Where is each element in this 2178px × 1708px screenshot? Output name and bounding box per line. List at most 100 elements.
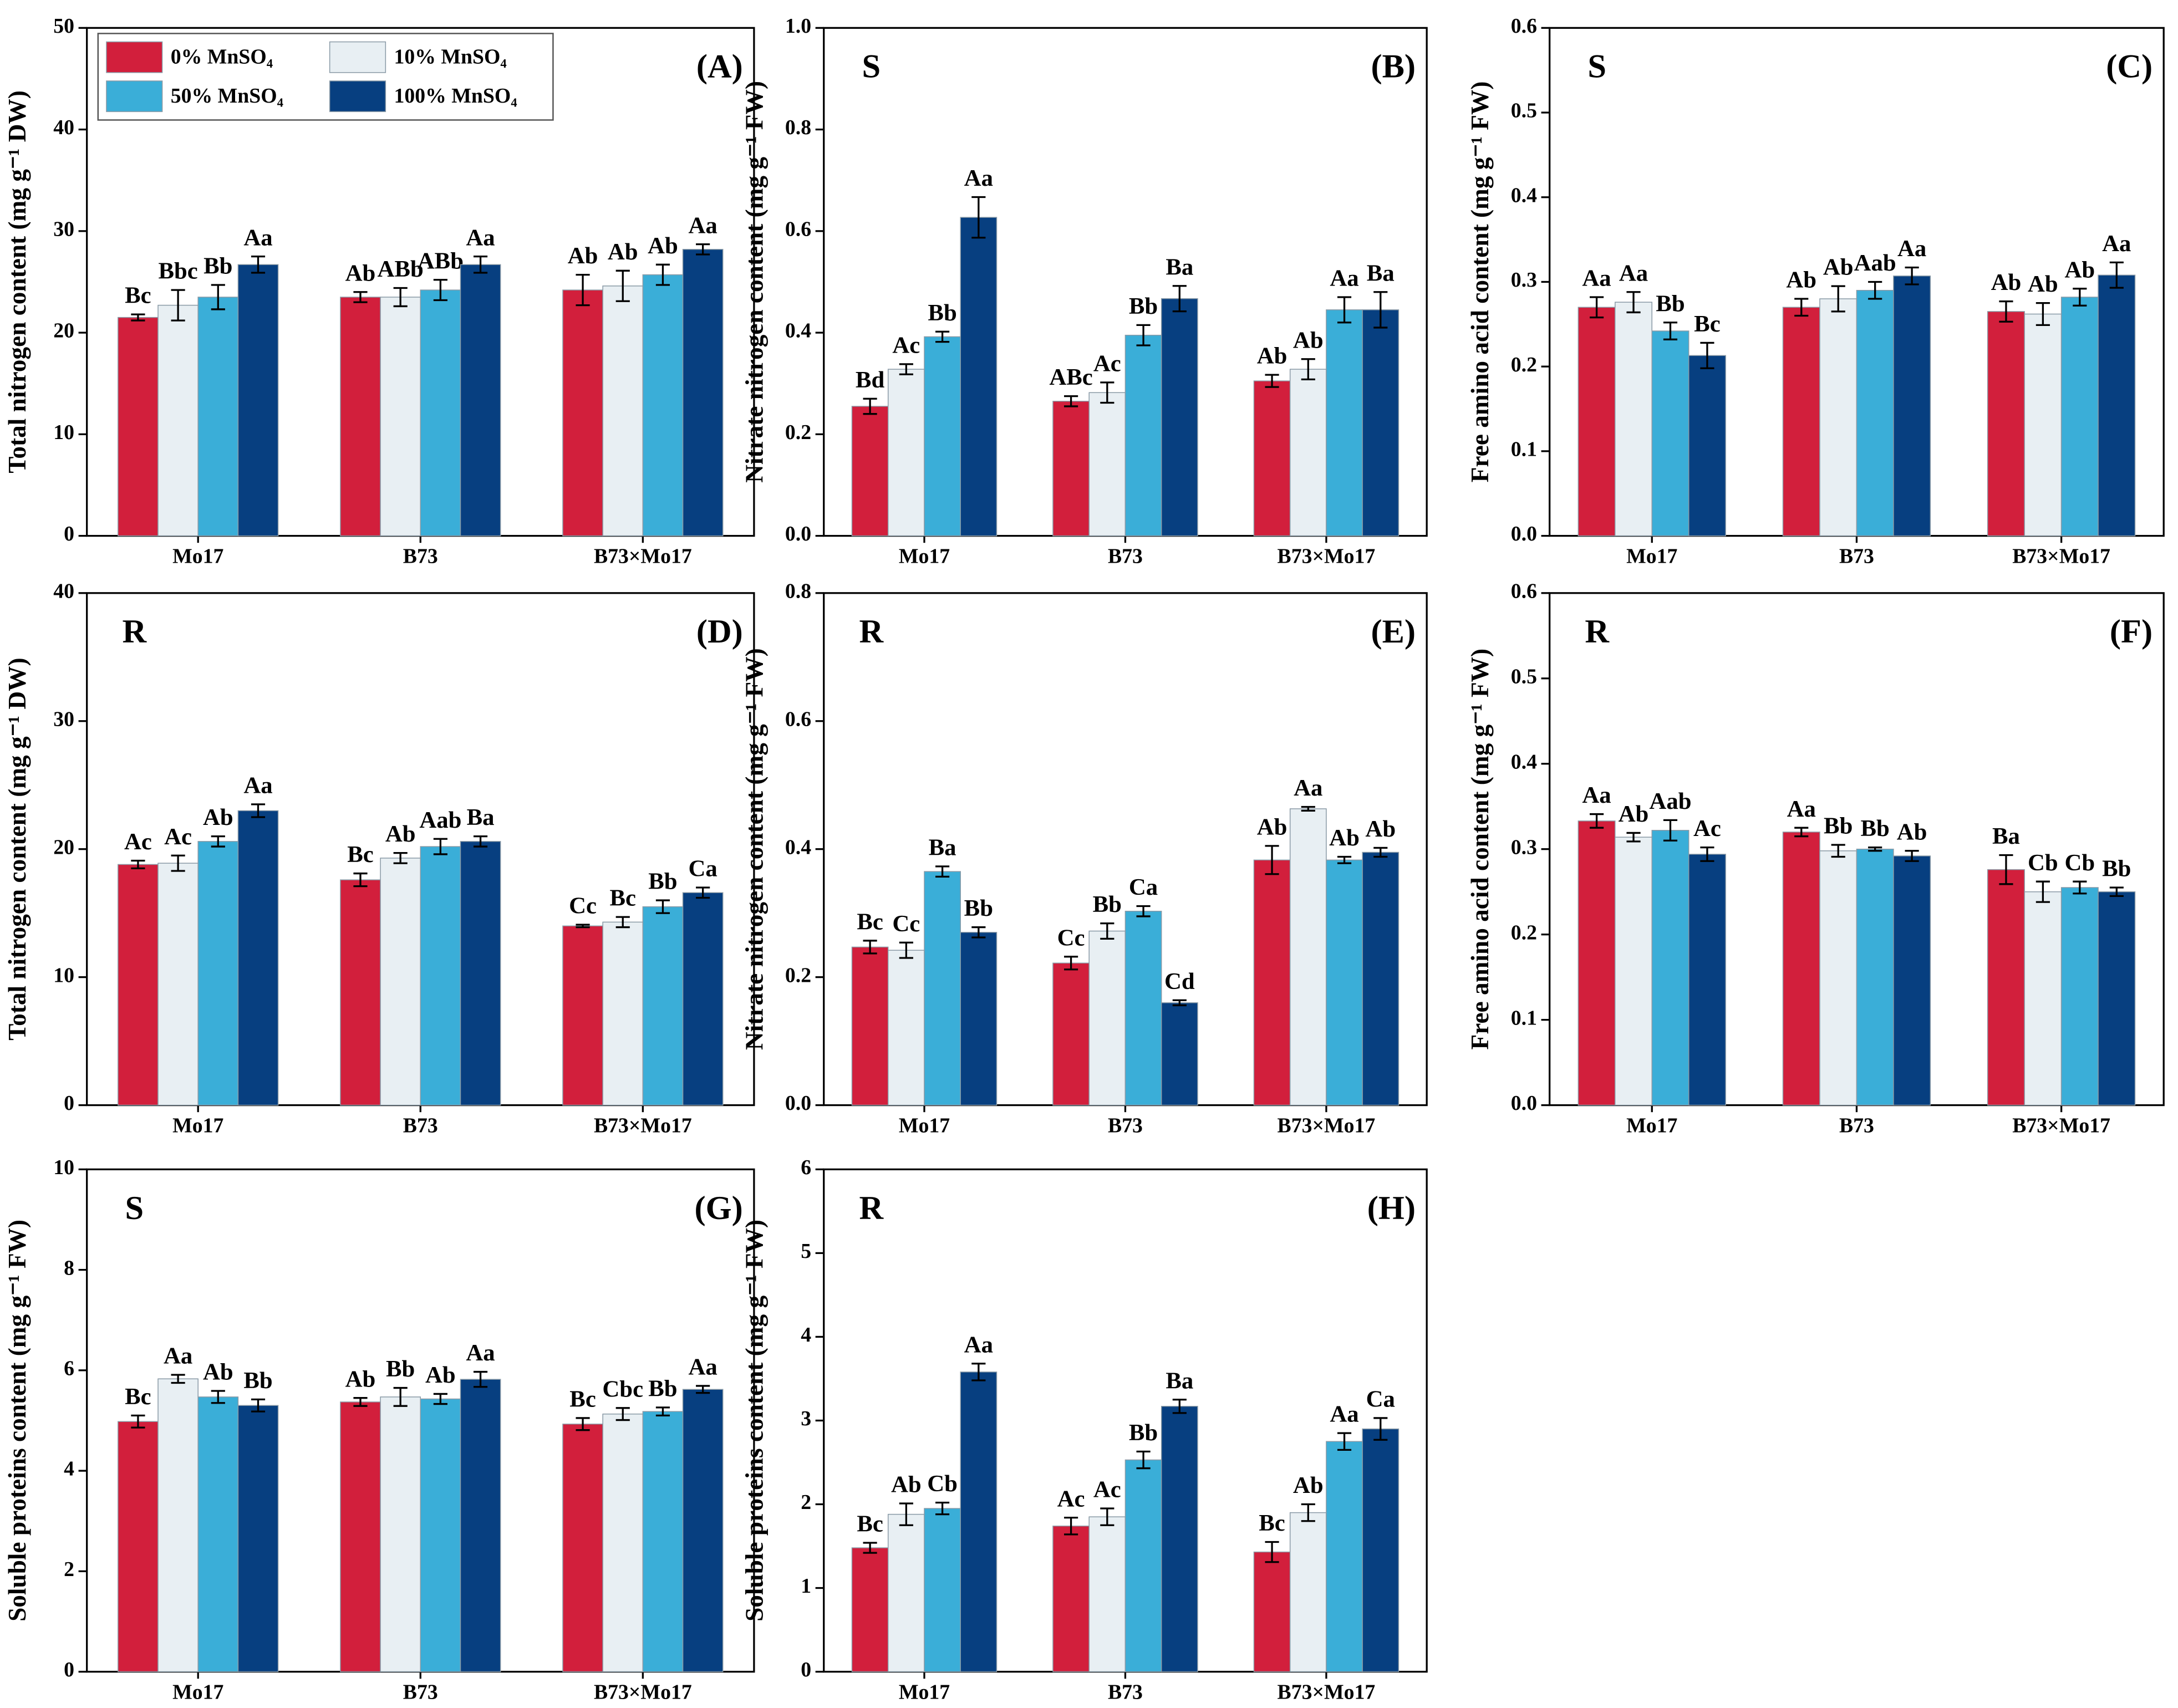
x-tick-label: B73: [1839, 1114, 1874, 1138]
error-bar: [1373, 1417, 1388, 1441]
significance-label: Bc: [1259, 1510, 1285, 1536]
y-tick-label: 1.0: [785, 14, 811, 38]
error-bar: [1136, 905, 1151, 917]
significance-label: Bb: [1129, 293, 1158, 319]
error-bar: [863, 397, 877, 415]
error-bar: [1589, 813, 1604, 829]
bar: [157, 863, 199, 1106]
significance-label: Aa: [243, 772, 272, 798]
error-bar: [433, 838, 447, 855]
bar: [642, 1411, 684, 1673]
error-bar: [353, 872, 368, 888]
x-tick-label: B73: [403, 545, 438, 568]
legend-swatch: [329, 41, 386, 73]
bar: [1253, 859, 1291, 1106]
error-bar: [655, 1406, 670, 1417]
error-bar: [1905, 850, 1919, 862]
significance-label: Ac: [892, 333, 920, 359]
significance-label: Ba: [1992, 823, 2020, 849]
error-bar: [863, 1542, 877, 1554]
bar: [1362, 1428, 1400, 1673]
x-tick-label: Mo17: [1626, 545, 1677, 568]
error-bar: [1265, 374, 1279, 388]
significance-label: Ab: [345, 260, 376, 286]
bar: [380, 858, 421, 1106]
error-bar: [251, 256, 266, 274]
significance-label: Ab: [2064, 257, 2095, 283]
error-bar: [473, 256, 488, 274]
error-bar: [1100, 1507, 1115, 1526]
bar: [460, 841, 501, 1106]
error-bar: [576, 274, 590, 307]
significance-label: Ab: [1897, 819, 1927, 845]
significance-label: Ab: [891, 1472, 922, 1498]
bar: [380, 297, 421, 537]
bar: [118, 1421, 159, 1673]
bar: [1987, 869, 2025, 1106]
error-bar: [1136, 1450, 1151, 1470]
x-tick-label: B73: [1108, 545, 1143, 568]
significance-label: Ac: [1093, 1477, 1121, 1503]
bar: [1615, 302, 1653, 537]
significance-label: Bc: [857, 909, 883, 935]
significance-label: Bb: [386, 1356, 415, 1382]
error-bar: [576, 924, 590, 929]
bar: [1782, 307, 1820, 537]
error-bar: [1999, 854, 2013, 885]
bar: [1161, 1406, 1198, 1673]
error-bar: [1999, 300, 2013, 323]
bar: [197, 841, 239, 1106]
significance-label: ABb: [378, 256, 424, 282]
panel-label: R: [859, 613, 884, 650]
panel-id: (B): [1371, 48, 1416, 85]
error-bar: [1831, 844, 1845, 858]
error-bar: [899, 1502, 913, 1526]
bar: [1362, 309, 1400, 537]
y-tick-label: 0.2: [1511, 921, 1537, 944]
panel-label: R: [859, 1190, 884, 1227]
error-bar: [353, 1397, 368, 1407]
significance-label: Aa: [1787, 796, 1816, 822]
y-axis-label: Free amino acid content (mg g⁻¹ FW): [1466, 649, 1494, 1050]
bar: [1161, 1002, 1198, 1106]
bar: [1088, 392, 1126, 537]
bar: [1577, 307, 1616, 537]
significance-label: Bb: [2102, 856, 2131, 882]
error-bar: [696, 243, 710, 256]
significance-label: Ac: [164, 824, 192, 850]
panel-label: S: [862, 48, 881, 85]
bar: [1782, 832, 1820, 1106]
error-bar: [1700, 341, 1714, 369]
error-bar: [615, 1407, 630, 1421]
y-tick-label: 0.2: [1511, 353, 1537, 376]
y-tick-label: 40: [53, 116, 74, 139]
error-bar: [211, 835, 225, 848]
significance-label: Ab: [648, 233, 678, 259]
error-bar: [1373, 847, 1388, 858]
significance-label: Cb: [2028, 850, 2058, 876]
significance-label: Ac: [1693, 815, 1721, 842]
legend-swatch: [329, 80, 386, 113]
significance-label: Aa: [688, 1354, 717, 1380]
significance-label: Ac: [1057, 1486, 1085, 1512]
significance-label: Ab: [1257, 814, 1288, 840]
bar: [118, 864, 159, 1106]
y-tick-label: 0.6: [1511, 579, 1537, 603]
bar: [2060, 297, 2099, 537]
legend-box: [97, 33, 554, 121]
error-bar: [1337, 1432, 1352, 1451]
error-bar: [211, 1390, 225, 1404]
legend-label: 10% MnSO₄: [394, 45, 506, 68]
panel-label: S: [1587, 48, 1606, 85]
bar: [851, 946, 889, 1106]
bar: [1088, 1516, 1126, 1673]
bar: [420, 289, 461, 537]
y-tick-label: 1: [801, 1574, 811, 1598]
bar: [924, 336, 961, 537]
bar: [924, 1508, 961, 1673]
error-bar: [2035, 880, 2050, 903]
error-bar: [1626, 291, 1641, 314]
error-bar: [1100, 922, 1115, 940]
y-tick-label: 0.6: [785, 707, 811, 731]
